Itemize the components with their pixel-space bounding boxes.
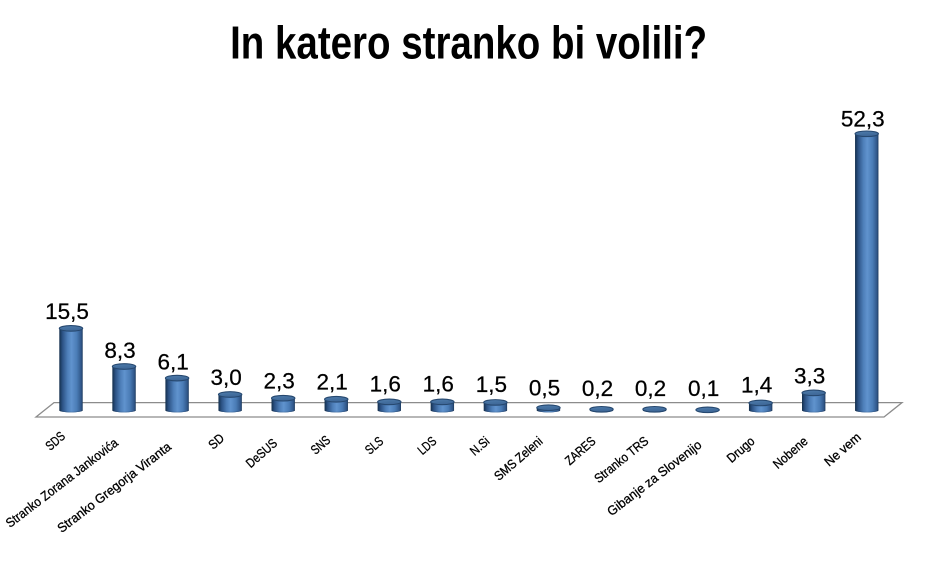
svg-text:0,2: 0,2 bbox=[635, 376, 666, 401]
svg-text:1,6: 1,6 bbox=[370, 372, 401, 397]
svg-text:8,3: 8,3 bbox=[104, 338, 135, 363]
svg-text:0,2: 0,2 bbox=[582, 376, 613, 401]
svg-text:1,4: 1,4 bbox=[741, 372, 772, 397]
svg-text:0,5: 0,5 bbox=[529, 375, 560, 400]
svg-text:52,3: 52,3 bbox=[841, 106, 885, 131]
svg-text:0,1: 0,1 bbox=[688, 376, 719, 401]
svg-text:2,3: 2,3 bbox=[264, 368, 295, 393]
svg-text:3,3: 3,3 bbox=[794, 364, 825, 389]
svg-text:1,5: 1,5 bbox=[476, 372, 507, 397]
svg-text:3,0: 3,0 bbox=[210, 365, 241, 390]
svg-text:In katero stranko bi volili?: In katero stranko bi volili? bbox=[230, 17, 707, 69]
svg-text:6,1: 6,1 bbox=[157, 350, 188, 375]
svg-text:15,5: 15,5 bbox=[45, 299, 89, 324]
svg-text:2,1: 2,1 bbox=[317, 369, 348, 394]
svg-text:1,6: 1,6 bbox=[423, 372, 454, 397]
